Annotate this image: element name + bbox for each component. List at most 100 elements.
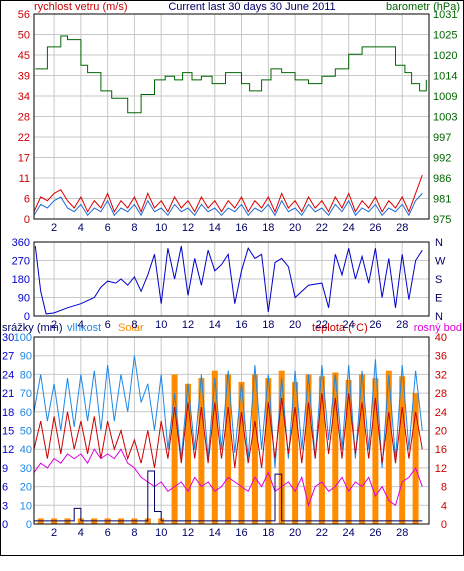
rain-tick: 27	[2, 351, 14, 363]
x-tick-label: 26	[369, 319, 381, 331]
humidity-line	[33, 355, 423, 468]
x-tick-label: 18	[262, 319, 274, 331]
humidity-tick: 50	[20, 426, 32, 438]
barometer-tick: 986	[433, 173, 451, 185]
x-tick-label: 10	[155, 319, 167, 331]
rain-tick: 18	[2, 407, 14, 419]
temperature-line	[33, 393, 423, 468]
solar-bar	[198, 378, 205, 524]
compass-tick: E	[435, 293, 442, 305]
solar-bar	[318, 376, 325, 524]
panel-frame	[33, 336, 430, 525]
solar-bar	[305, 374, 312, 524]
x-tick-label: 14	[209, 319, 221, 331]
rain-line	[34, 470, 423, 522]
barometer-tick: 1003	[433, 112, 457, 124]
solar-bar	[359, 374, 365, 524]
x-tick-label: 6	[105, 222, 111, 234]
barometer-tick: 1014	[433, 71, 457, 83]
solar-bar	[185, 383, 191, 525]
x-tick-label: 26	[369, 527, 381, 539]
direction-tick: 90	[18, 293, 30, 305]
humidity-tick: 30	[20, 463, 32, 475]
wind-speed-tick: 17	[18, 153, 30, 165]
solar-bar	[292, 381, 299, 524]
x-tick-label: 22	[316, 527, 328, 539]
barometer-tick: 981	[433, 194, 451, 206]
x-tick-label: 4	[78, 222, 84, 234]
barometer-tick: 997	[433, 132, 451, 144]
wind-speed-tick: 11	[19, 173, 30, 185]
rain-tick: 3	[2, 500, 8, 512]
panel-frame	[33, 241, 430, 317]
x-tick-label: 26	[369, 222, 381, 234]
solar-bar	[332, 372, 339, 524]
x-tick-label: 12	[182, 222, 194, 234]
temperature-tick: 28	[435, 388, 447, 400]
solar-bar	[211, 370, 218, 524]
x-tick-label: 28	[396, 527, 408, 539]
x-tick-label: 22	[316, 222, 328, 234]
x-tick-label: 6	[105, 527, 111, 539]
x-tick-label: 12	[182, 319, 194, 331]
x-tick-label: 4	[78, 319, 84, 331]
wind-speed-tick: 34	[18, 91, 30, 103]
solar-bar	[251, 374, 258, 524]
solar-bar	[238, 381, 245, 524]
chart-title: Current last 30 days 30 June 2011	[168, 1, 335, 13]
solar-legend-label: Solar	[118, 322, 144, 334]
solar-bar	[225, 374, 232, 524]
barometer-tick: 1009	[433, 91, 457, 103]
temperature-tick: 24	[435, 407, 447, 419]
compass-tick: N	[435, 311, 443, 323]
rain-legend-label: srážky (mm)	[2, 322, 63, 334]
wind-speed-tick: 6	[24, 194, 30, 206]
x-tick-label: 24	[343, 222, 355, 234]
x-tick-label: 14	[209, 222, 221, 234]
x-tick-label: 18	[262, 222, 274, 234]
solar-bar	[278, 370, 285, 524]
x-tick-label: 2	[51, 222, 57, 234]
wind-speed-tick: 50	[18, 30, 30, 42]
wind-speed-tick: 45	[18, 50, 30, 62]
barometer-line	[35, 35, 427, 114]
solar-bar	[265, 378, 272, 524]
wind-direction-line	[34, 246, 423, 315]
humidity-legend-label: vlhkost	[67, 322, 101, 334]
x-tick-label: 20	[289, 222, 301, 234]
compass-tick: W	[435, 256, 446, 268]
temperature-tick: 20	[435, 426, 447, 438]
rain-tick: 24	[2, 369, 14, 381]
temperature-tick: 4	[441, 500, 447, 512]
solar-bar	[385, 370, 392, 524]
x-tick-label: 8	[131, 222, 137, 234]
direction-tick: 360	[12, 237, 30, 249]
solar-bar	[372, 378, 379, 524]
solar-bar	[399, 376, 406, 524]
solar-bar	[412, 393, 419, 524]
rain-tick: 12	[2, 444, 14, 456]
barometer-tick: 975	[433, 214, 451, 226]
temperature-tick: 40	[435, 332, 447, 344]
rain-tick: 9	[2, 463, 8, 475]
humidity-tick: 70	[20, 388, 32, 400]
temperature-tick: 0	[441, 519, 447, 531]
x-tick-label: 28	[396, 222, 408, 234]
compass-tick: N	[435, 237, 443, 249]
humidity-tick: 20	[20, 482, 32, 494]
rain-tick: 21	[2, 388, 14, 400]
x-tick-label: 16	[235, 319, 247, 331]
x-tick-label: 8	[131, 527, 137, 539]
barometer-tick: 992	[433, 153, 451, 165]
x-tick-label: 6	[105, 319, 111, 331]
rain-tick: 6	[2, 482, 8, 494]
x-tick-label: 2	[51, 319, 57, 331]
x-tick-label: 20	[289, 319, 301, 331]
wind-speed-tick: 39	[18, 71, 30, 83]
rain-tick: 15	[2, 426, 14, 438]
x-tick-label: 14	[209, 527, 221, 539]
x-tick-label: 24	[343, 319, 355, 331]
x-tick-label: 12	[182, 527, 194, 539]
wind-gust-line	[33, 174, 423, 214]
x-tick-label: 2	[51, 527, 57, 539]
